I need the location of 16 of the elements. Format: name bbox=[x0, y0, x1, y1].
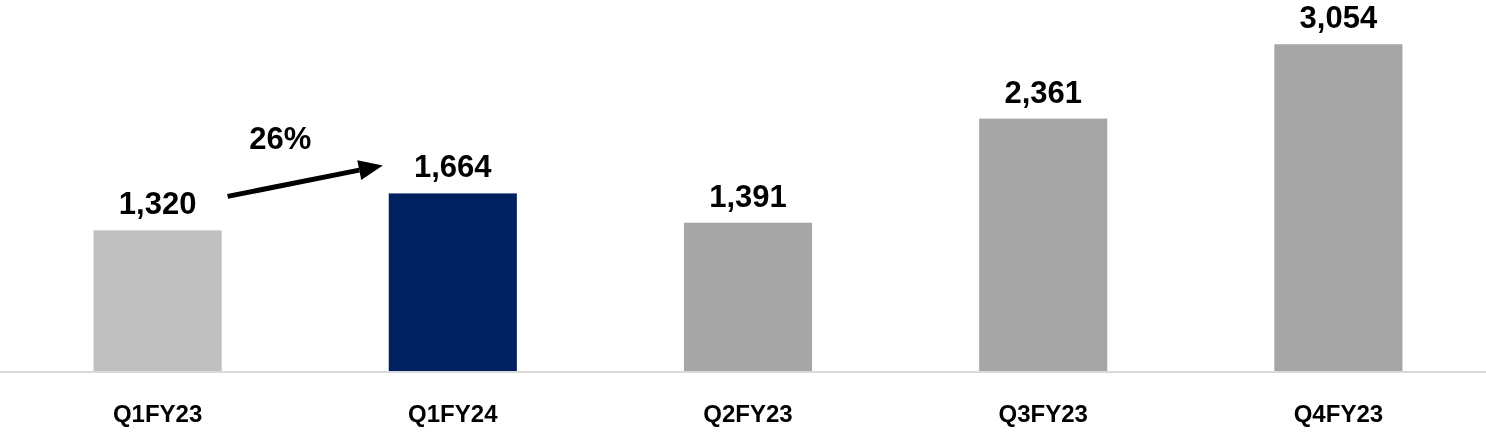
data-label: 2,361 bbox=[1004, 74, 1082, 110]
bar bbox=[979, 118, 1108, 372]
data-label: 1,320 bbox=[118, 186, 197, 222]
annotation: 26% bbox=[249, 120, 312, 156]
bar bbox=[683, 222, 813, 372]
data-label: 3,054 bbox=[1299, 0, 1378, 36]
data-label: 1,391 bbox=[709, 178, 787, 214]
x-tick-label: Q3FY23 bbox=[998, 400, 1088, 427]
bar bbox=[388, 193, 517, 372]
data-label: 1,664 bbox=[414, 149, 493, 185]
bar bbox=[93, 230, 222, 372]
x-tick-label: Q2FY23 bbox=[703, 400, 793, 427]
x-tick-label: Q4FY23 bbox=[1293, 400, 1384, 427]
x-tick-label: Q1FY24 bbox=[408, 400, 499, 427]
bar bbox=[1274, 44, 1403, 372]
x-tick-label: Q1FY23 bbox=[112, 400, 203, 427]
